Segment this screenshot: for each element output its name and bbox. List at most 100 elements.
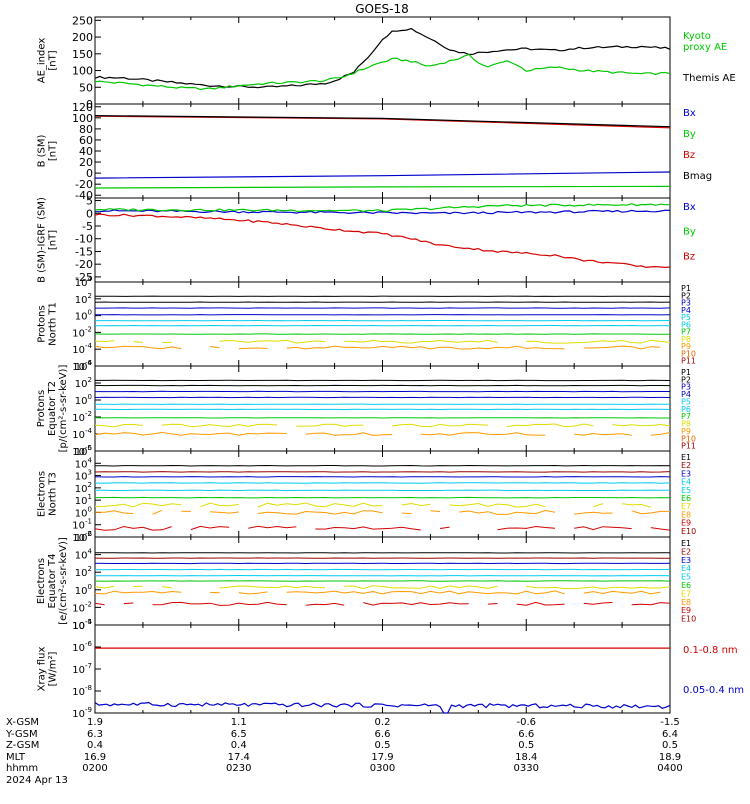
y-axis-label: [nT] <box>48 230 59 250</box>
channel-line-e8 <box>95 591 660 594</box>
channel-line-e1 <box>95 466 670 467</box>
y-tick-label: 102 <box>75 565 92 579</box>
y-tick-label: 0 <box>86 167 93 180</box>
y-axis-label: AE_index <box>37 38 48 84</box>
y-axis-label: Electrons <box>36 558 47 604</box>
y-axis-label: B (SM) <box>37 134 48 167</box>
ephemeris-value: 0.4 <box>87 740 103 751</box>
y-tick-label: 106 <box>75 530 93 544</box>
y-tick-label: -5 <box>82 220 93 233</box>
y-tick-label: 0 <box>86 207 93 220</box>
legend-label: By <box>683 227 696 238</box>
y-tick-label: 104 <box>75 548 93 562</box>
y-axis-label: Equator T2 <box>47 381 58 436</box>
ephemeris-value: 0.4 <box>231 740 247 751</box>
panel-frame-6 <box>95 451 670 537</box>
y-tick-label: 102 <box>75 376 92 390</box>
legend-label: Bx <box>683 108 696 119</box>
series-line-kyoto-proxy-ae <box>95 54 670 89</box>
ephemeris-row-label: MLT <box>6 752 26 763</box>
y-tick-label: 10-2 <box>72 600 92 614</box>
y-tick-label: 20 <box>79 156 93 169</box>
y-tick-label: 104 <box>75 275 93 289</box>
ephemeris-value: 6.4 <box>662 729 678 740</box>
y-axis-label: B (SM)-IGRF (SM) <box>37 197 48 283</box>
y-axis-label: [p/(cm²-s-sr-keV)] <box>58 365 69 453</box>
y-tick-label: 100 <box>75 393 92 407</box>
ephemeris-value: 0.5 <box>518 740 534 751</box>
ephemeris-value: -1.5 <box>660 717 680 728</box>
legend-label: proxy AE <box>683 42 727 53</box>
ephemeris-value: 6.3 <box>87 729 103 740</box>
channel-line-e5 <box>95 490 670 491</box>
channel-line-e6 <box>95 497 670 498</box>
ephemeris-value: 16.9 <box>84 752 106 763</box>
channel-line-e7 <box>95 503 670 507</box>
y-tick-label: 120 <box>72 101 93 114</box>
series-line-themis-ae <box>95 29 670 88</box>
legend-label: Themis AE <box>682 73 736 84</box>
y-axis-label: [nT] <box>48 141 59 161</box>
ephemeris-value: 0230 <box>226 763 251 774</box>
y-tick-label: -20 <box>75 178 93 191</box>
ephemeris-value: 1.9 <box>87 717 103 728</box>
ephemeris-row-label: hhmm <box>6 763 38 774</box>
y-axis-label: North T1 <box>48 302 59 346</box>
panel-frame-5 <box>95 366 670 451</box>
channel-line-e2 <box>95 472 670 473</box>
channel-line-e9 <box>95 602 670 605</box>
y-tick-label: 5 <box>86 195 93 208</box>
legend-label: By <box>683 129 696 140</box>
y-axis-label: Equator T4 <box>47 554 58 609</box>
y-tick-label: 150 <box>72 48 93 61</box>
channel-label-p11: P11 <box>681 442 696 451</box>
y-tick-label: 100 <box>75 309 92 323</box>
y-axis-label: Xray flux <box>37 647 48 692</box>
legend-label: 0.05-0.4 nm <box>683 685 744 696</box>
legend-label: Bz <box>683 251 695 262</box>
ephemeris-value: 0300 <box>370 763 395 774</box>
channel-line-e9 <box>95 526 670 530</box>
y-tick-label: -15 <box>75 245 93 258</box>
ephemeris-value: 6.6 <box>518 729 534 740</box>
y-axis-label: [e/(cm²-s-sr-keV)] <box>58 537 69 625</box>
ephemeris-value: 0.2 <box>375 717 391 728</box>
y-axis-label: [nT] <box>48 50 59 70</box>
y-tick-label: 102 <box>75 292 92 306</box>
legend-label: Bz <box>683 150 695 161</box>
y-tick-label: 10-4 <box>72 342 92 356</box>
y-axis-label: Protons <box>36 390 47 427</box>
ephemeris-row-label: X-GSM <box>6 717 39 728</box>
panel-frame-4 <box>95 282 670 366</box>
y-tick-label: 200 <box>72 31 93 44</box>
ephemeris-value: 17.9 <box>371 752 393 763</box>
legend-label: Bmag <box>683 171 712 182</box>
ephemeris-value: 17.4 <box>228 752 250 763</box>
y-tick-label: 50 <box>79 81 93 94</box>
series-line-by <box>95 186 670 188</box>
y-axis-label: [W/m²] <box>48 651 59 686</box>
channel-line-p8 <box>95 340 670 343</box>
channel-label-e10: E10 <box>681 615 696 624</box>
y-tick-label: 80 <box>79 123 93 136</box>
ephemeris-value: 18.4 <box>515 752 537 763</box>
channel-line-p8 <box>95 424 670 427</box>
legend-label: Kyoto <box>683 31 711 42</box>
ephemeris-value: 1.1 <box>231 717 247 728</box>
ephemeris-value: 0.5 <box>662 740 678 751</box>
series-line-bz <box>95 214 670 267</box>
y-tick-label: -20 <box>75 258 93 271</box>
ephemeris-value: 0200 <box>82 763 107 774</box>
y-tick-label: 10-7 <box>72 662 92 676</box>
legend-label: Bx <box>683 202 696 213</box>
y-tick-label: 250 <box>72 14 93 27</box>
ephemeris-row-label: Z-GSM <box>6 740 39 751</box>
y-tick-label: -10 <box>75 233 93 246</box>
y-tick-label: 10-5 <box>72 618 92 632</box>
y-tick-label: 100 <box>72 112 93 125</box>
ephemeris-row-label: Y-GSM <box>5 729 38 740</box>
panel-frame-1 <box>95 17 670 104</box>
channel-line-e8 <box>95 510 670 514</box>
